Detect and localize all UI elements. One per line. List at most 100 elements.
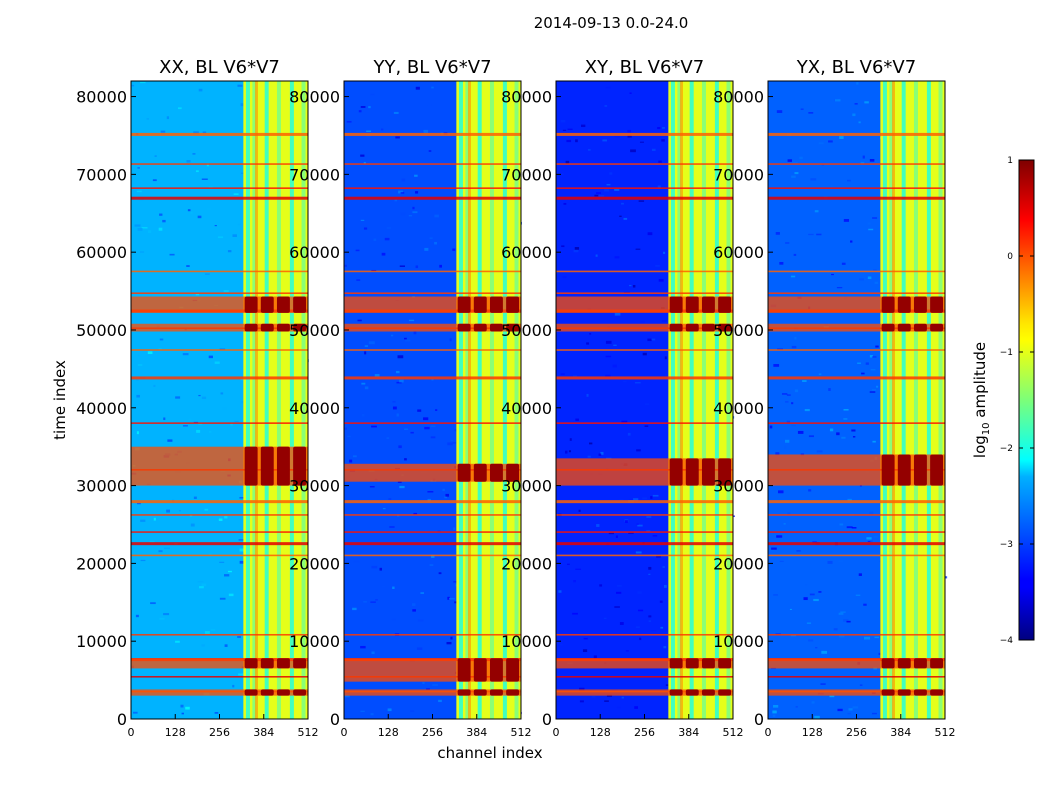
noise-cell [603,617,607,620]
noise-cell [637,591,642,594]
y-tick-label: 80000 [76,88,127,107]
noise-cell [831,273,834,276]
noise-cell [400,192,405,194]
noise-cell [232,684,235,688]
noise-cell [146,118,149,120]
noise-cell [586,393,589,397]
noise-cell [594,194,599,197]
noise-cell [381,252,386,256]
noise-cell [196,429,201,433]
noise-cell [575,568,582,570]
rfi-line [556,270,733,273]
noise-cell [417,409,422,412]
noise-cell [864,636,871,640]
y-tick-label: 40000 [501,399,552,418]
panel-3: XY, BL V6*V7 0 128 256 384 512 0 10000 20000 3000… [501,57,743,739]
noise-cell [805,584,808,586]
rfi-line [556,633,733,636]
rfi-line [768,163,945,165]
band-stripe [891,81,895,719]
noise-cell [423,129,429,133]
rfi-line [344,514,521,516]
noise-cell [800,108,804,110]
noise-cell [141,227,148,229]
noise-cell [241,172,246,174]
y-tick-label: 70000 [289,165,340,184]
noise-cell [224,644,228,647]
noise-cell [596,524,600,527]
strong-row-band [556,323,733,332]
noise-cell [589,333,592,335]
noise-cell [575,418,580,421]
noise-cell [567,563,570,565]
noise-cell [642,352,647,356]
noise-cell [386,437,390,439]
noise-cell [632,284,636,288]
noise-cell [635,248,641,250]
noise-cell [623,381,627,383]
noise-cell [404,458,407,461]
rfi-line [768,132,945,136]
rfi-line [131,633,308,636]
strong-cell [276,658,290,669]
noise-cell [426,688,430,690]
noise-cell [148,230,152,234]
noise-cell [838,560,844,563]
noise-cell [773,705,779,708]
noise-cell [344,264,347,267]
y-axis-label: time index [51,360,69,440]
noise-cell [651,148,656,151]
rfi-line [768,531,945,533]
noise-cell [789,608,792,610]
rfi-line [556,292,733,295]
rfi-line [344,270,521,273]
noise-cell [619,499,624,502]
noise-cell [423,417,429,421]
noise-cell [202,131,207,134]
rfi-line [768,542,945,546]
noise-cell [223,290,229,293]
strong-cell [718,323,732,332]
noise-cell [875,345,879,348]
strong-cell [897,296,911,313]
panel-title: XY, BL V6*V7 [585,57,704,78]
noise-cell [400,212,406,216]
strong-cell [473,296,487,313]
noise-cell [560,373,565,376]
noise-cell [137,167,140,169]
noise-cell [795,706,798,708]
noise-cell [834,99,841,102]
rfi-line [131,531,308,533]
strong-cell [701,658,715,669]
noise-cell [644,403,650,405]
noise-cell [158,550,163,553]
rfi-line [556,349,733,351]
noise-cell [193,496,197,500]
noise-cell [847,498,852,502]
strong-cell [293,323,307,332]
noise-cell [166,116,170,120]
x-tick-label: 128 [590,726,611,739]
noise-cell [772,710,777,714]
noise-cell [199,586,204,589]
colorbar-label-rest: amplitude [971,342,989,423]
noise-cell [562,276,567,279]
noise-cell [237,84,243,87]
strong-cell [701,458,715,486]
strong-cell [244,296,258,313]
noise-cell [665,684,669,687]
noise-cell [560,644,563,646]
noise-cell [432,684,438,686]
noise-cell [169,253,175,256]
noise-cell [573,250,579,253]
noise-cell [820,683,826,685]
strong-cell [244,658,258,669]
y-tick-label: 30000 [76,477,127,496]
y-tick-label: 50000 [713,321,764,340]
noise-cell [596,192,601,194]
noise-cell [163,417,166,421]
noise-cell [136,502,141,505]
noise-cell [809,593,815,596]
noise-cell [207,207,212,211]
band-stripe [301,81,306,719]
